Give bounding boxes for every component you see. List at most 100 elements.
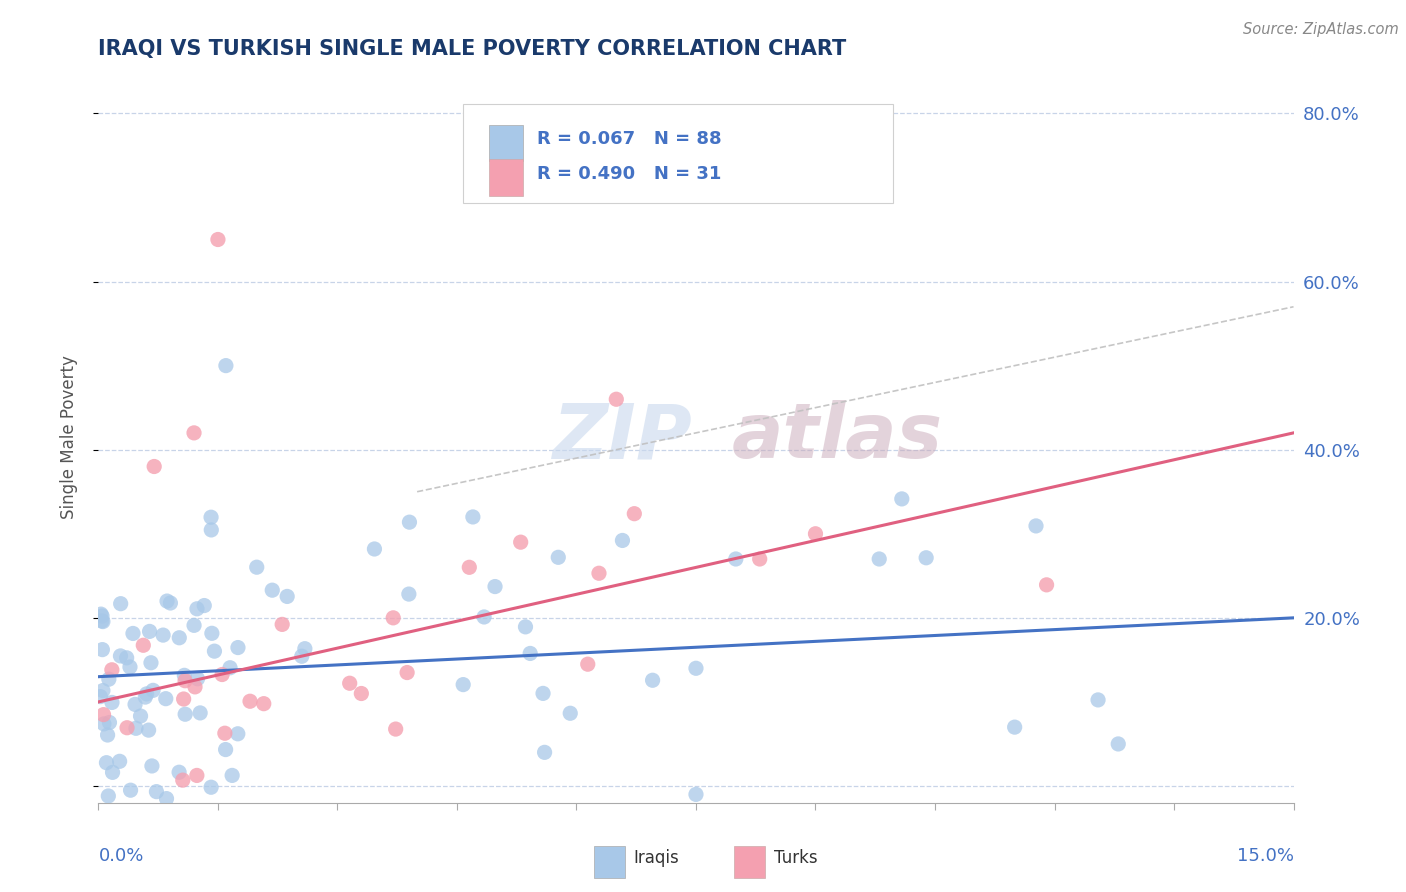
- Text: ZIP: ZIP: [553, 401, 692, 474]
- Point: [515, 620, 537, 634]
- Point: [605, 392, 627, 407]
- Point: [135, 687, 157, 701]
- Point: [110, 597, 132, 611]
- Point: [183, 618, 205, 632]
- Point: [623, 507, 645, 521]
- Point: [350, 686, 373, 700]
- Point: [159, 596, 181, 610]
- Point: [239, 694, 262, 708]
- Text: 0.0%: 0.0%: [98, 847, 143, 864]
- FancyBboxPatch shape: [734, 846, 765, 878]
- Point: [221, 768, 243, 782]
- Text: atlas: atlas: [733, 401, 943, 474]
- Point: [138, 723, 160, 738]
- Point: [219, 661, 242, 675]
- Point: [96, 756, 118, 770]
- Point: [363, 541, 385, 556]
- Point: [101, 663, 124, 677]
- Point: [129, 709, 152, 723]
- Point: [124, 698, 146, 712]
- Point: [384, 722, 406, 736]
- Point: [143, 459, 166, 474]
- Point: [174, 707, 197, 722]
- Point: [172, 773, 194, 788]
- Point: [93, 707, 115, 722]
- Point: [211, 667, 233, 681]
- Point: [724, 552, 747, 566]
- Point: [560, 706, 582, 721]
- Point: [90, 607, 112, 621]
- Point: [138, 624, 160, 639]
- Point: [868, 552, 890, 566]
- Point: [204, 644, 226, 658]
- Point: [458, 560, 481, 574]
- Point: [396, 665, 419, 680]
- Point: [173, 692, 195, 706]
- Point: [186, 601, 208, 615]
- Point: [226, 640, 249, 655]
- Point: [207, 233, 229, 247]
- Point: [115, 721, 138, 735]
- Point: [125, 721, 148, 735]
- Text: IRAQI VS TURKISH SINGLE MALE POVERTY CORRELATION CHART: IRAQI VS TURKISH SINGLE MALE POVERTY COR…: [98, 38, 846, 59]
- Point: [1025, 519, 1047, 533]
- Point: [226, 727, 249, 741]
- Point: [214, 726, 236, 740]
- Point: [1087, 693, 1109, 707]
- Point: [214, 742, 236, 756]
- Point: [155, 691, 177, 706]
- FancyBboxPatch shape: [489, 159, 523, 195]
- Point: [152, 628, 174, 642]
- Point: [183, 425, 205, 440]
- Point: [118, 660, 141, 674]
- Text: Iraqis: Iraqis: [634, 848, 679, 867]
- Point: [174, 673, 197, 688]
- Point: [167, 765, 190, 780]
- Point: [90, 614, 112, 628]
- Text: Source: ZipAtlas.com: Source: ZipAtlas.com: [1243, 22, 1399, 37]
- Point: [155, 791, 177, 805]
- Point: [685, 788, 707, 802]
- Point: [748, 552, 770, 566]
- Point: [91, 642, 114, 657]
- Point: [132, 638, 155, 652]
- Point: [91, 683, 114, 698]
- Point: [262, 583, 284, 598]
- FancyBboxPatch shape: [489, 125, 523, 161]
- Point: [97, 672, 120, 686]
- Point: [108, 754, 131, 768]
- Point: [276, 590, 298, 604]
- Point: [188, 706, 211, 720]
- Point: [271, 617, 294, 632]
- Point: [533, 745, 555, 759]
- Point: [142, 683, 165, 698]
- Point: [291, 649, 314, 664]
- Point: [101, 765, 124, 780]
- Point: [145, 784, 167, 798]
- Point: [576, 657, 599, 672]
- Point: [134, 690, 156, 704]
- Point: [588, 566, 610, 581]
- Point: [98, 715, 121, 730]
- Point: [461, 510, 484, 524]
- Point: [215, 359, 238, 373]
- Text: Turks: Turks: [773, 848, 817, 867]
- Point: [531, 686, 554, 700]
- Point: [173, 668, 195, 682]
- FancyBboxPatch shape: [595, 846, 626, 878]
- Point: [93, 717, 115, 731]
- Point: [91, 615, 114, 629]
- Point: [91, 609, 114, 624]
- Point: [294, 641, 316, 656]
- Point: [1107, 737, 1129, 751]
- Point: [97, 789, 120, 803]
- Point: [246, 560, 269, 574]
- Point: [200, 510, 222, 524]
- Text: R = 0.067   N = 88: R = 0.067 N = 88: [537, 130, 721, 148]
- Y-axis label: Single Male Poverty: Single Male Poverty: [59, 355, 77, 519]
- Point: [612, 533, 634, 548]
- Point: [139, 656, 162, 670]
- Point: [398, 515, 420, 529]
- Point: [89, 690, 111, 704]
- Point: [184, 680, 207, 694]
